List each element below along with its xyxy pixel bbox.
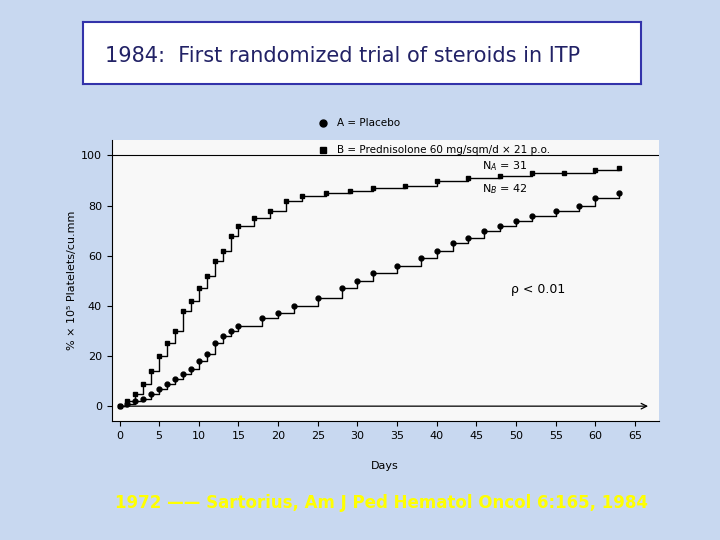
Text: A = Placebo: A = Placebo: [337, 118, 400, 128]
Text: ρ < 0.01: ρ < 0.01: [511, 283, 565, 296]
Y-axis label: % × 10⁵ Platelets/cu.mm: % × 10⁵ Platelets/cu.mm: [67, 211, 77, 350]
Text: Days: Days: [372, 461, 399, 470]
Text: 1984:  First randomized trial of steroids in ITP: 1984: First randomized trial of steroids…: [105, 46, 580, 66]
Text: N$_B$ = 42: N$_B$ = 42: [482, 182, 528, 195]
Text: 1972 —— Sartorius, Am J Ped Hematol Oncol 6:165, 1984: 1972 —— Sartorius, Am J Ped Hematol Onco…: [115, 494, 648, 512]
Text: B = Prednisolone 60 mg/sqm/d × 21 p.o.: B = Prednisolone 60 mg/sqm/d × 21 p.o.: [337, 145, 550, 155]
Text: N$_A$ = 31: N$_A$ = 31: [482, 159, 528, 173]
